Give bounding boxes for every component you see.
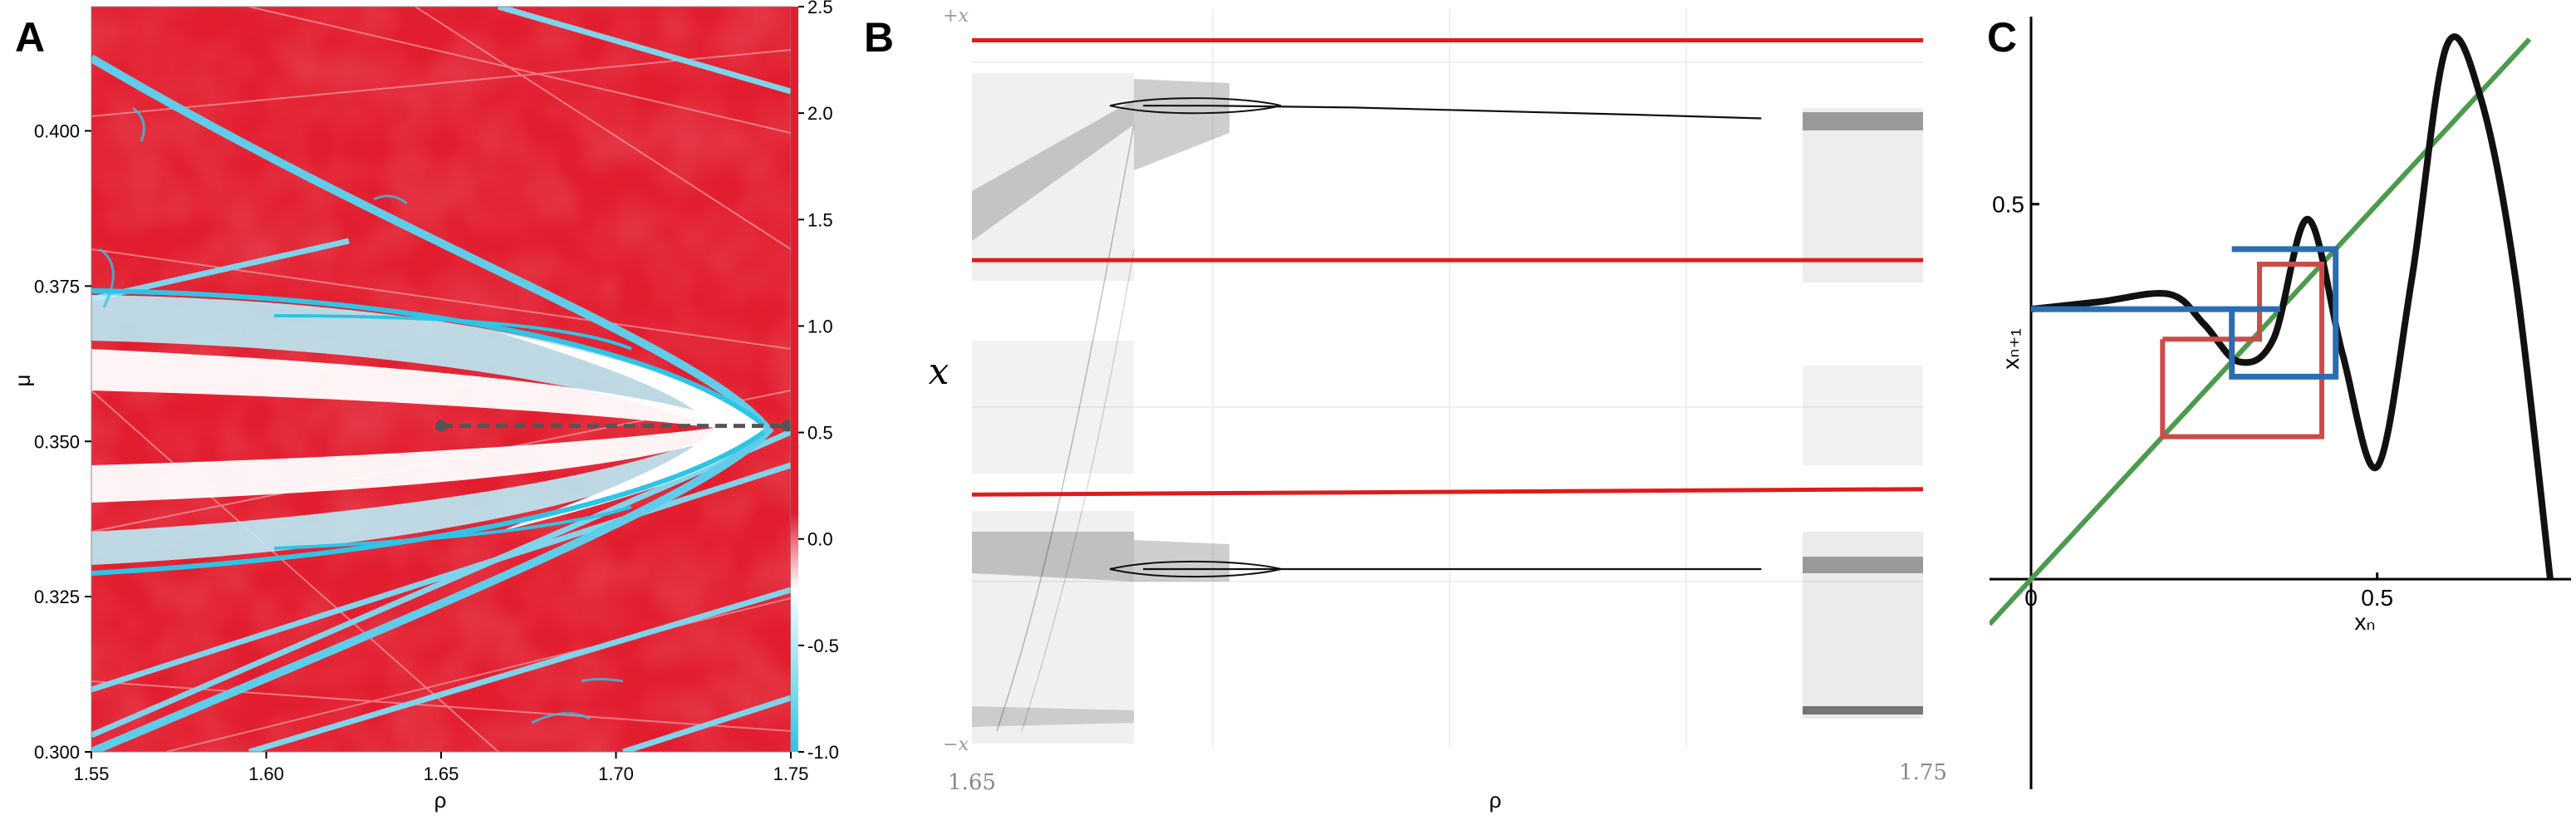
panel-a-y-tick-label: 0.375 [34, 276, 80, 297]
colorbar-tick-label: 1.5 [807, 209, 833, 230]
colorbar-tick-label: 0.0 [807, 529, 833, 550]
panel-a-y-tick-label: 0.350 [34, 431, 80, 452]
branch-bubble-upper [1109, 97, 1282, 115]
panel-c-x-tick-label: 0 [2024, 585, 2038, 611]
colorbar-tick-label: 2.0 [807, 103, 833, 124]
panel-c-x-tick-label: 0.5 [2361, 585, 2393, 611]
panel-b-x-tick-label: 1.65 [948, 770, 996, 795]
branch-bubble-lower [1109, 560, 1282, 578]
panel-b-x-tick-label: 1.75 [1899, 760, 1947, 785]
branch-upper [1143, 105, 1762, 120]
red-reference-line [971, 487, 1924, 497]
colorbar-tick-label: -0.5 [807, 636, 839, 656]
dashed-line-start-dot [435, 420, 447, 432]
colorbar-tick-label: 1.0 [807, 316, 833, 336]
panel-b-y-tick-label: −x [943, 734, 969, 755]
panel-a-heatmap: 2.52.01.51.00.50.0-0.5-1.0 1.55 1.60 1.65 1… [10, 0, 839, 813]
panel-c-xlabel: xₙ [2354, 609, 2375, 635]
panel-a-x-tick-label: 1.65 [424, 764, 459, 784]
panel-a-axes: 1.55 1.60 1.65 1.70 1.75 0.300 0.325 0.350 0.375… [34, 121, 808, 785]
panel-b-tick-labels: 1.65 1.75 +x −x [943, 6, 1947, 795]
panel-a-x-tick-label: 1.60 [248, 764, 284, 784]
chaotic-region-left [972, 73, 1135, 744]
panel-a-y-tick-label: 0.400 [34, 121, 80, 142]
panel-b-y-tick-label: +x [943, 6, 969, 27]
panel-a-x-tick-label: 1.75 [773, 764, 809, 784]
colorbar-ticks: 2.5 2.0 1.5 1.0 0.5 0.0 -0.5 -1.0 [798, 0, 839, 763]
panel-c-cobweb: 0 0.5 0.5 xₙ xₙ₊₁ [1990, 17, 2571, 789]
dashed-line-end-dot [782, 420, 791, 432]
period-doubling-cascade [1134, 79, 1229, 582]
colorbar-tick-label: -1.0 [807, 742, 839, 763]
panel-c-axes: 0 0.5 0.5 [1990, 17, 2571, 789]
panel-a-xlabel: ρ [434, 788, 447, 813]
cobweb-blue-path [2229, 246, 2339, 380]
stable-branches [1109, 97, 1762, 578]
panel-a-y-tick-label: 0.300 [34, 742, 80, 763]
map-curve [2030, 33, 2554, 580]
colorbar-tick-label: 0.5 [807, 423, 833, 444]
cobweb-red-path [2160, 262, 2324, 439]
panel-c-ylabel: xₙ₊₁ [1998, 328, 2024, 369]
panel-a-x-tick-label: 1.70 [598, 764, 634, 784]
panel-a-x-tick-label: 1.55 [74, 764, 110, 784]
panel-b-xlabel: ρ [1489, 788, 1502, 813]
panel-b-bifurcation: 1.65 1.75 +x −x x ρ [929, 6, 1947, 813]
panel-c-y-tick-label: 0.5 [1992, 192, 2024, 218]
chaotic-region-right [1803, 108, 1923, 719]
red-reference-lines [971, 37, 1924, 497]
panel-letter-a: A [15, 14, 45, 61]
heatmap-structure [91, 7, 791, 752]
panel-a-y-tick-label: 0.325 [34, 587, 80, 607]
panel-a-ylabel: μ [10, 375, 35, 387]
colorbar [791, 7, 798, 752]
panel-b-ylabel: x [929, 351, 949, 393]
colorbar-tick-label: 2.5 [807, 0, 833, 17]
panel-letter-b: B [864, 14, 894, 61]
panel-b-grid [972, 8, 1923, 748]
panel-letter-c: C [1987, 14, 2017, 61]
